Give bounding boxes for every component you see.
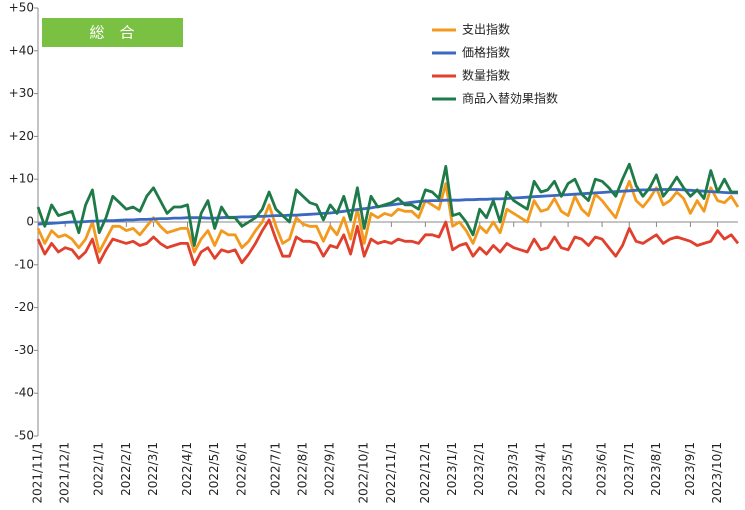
series-line: [37, 188, 738, 226]
series-line: [36, 162, 738, 247]
legend-label: 数量指数: [462, 68, 510, 83]
y-tick-label: -20: [14, 300, 34, 314]
y-tick-label: 0: [26, 215, 34, 229]
chart-annotation: 総 合: [89, 24, 134, 42]
y-tick-label: +40: [9, 43, 34, 57]
legend-label: 価格指数: [462, 45, 510, 60]
title-box: [42, 18, 183, 47]
y-tick-label: -10: [14, 257, 34, 271]
x-tick-label: 2023/10/1: [710, 442, 724, 504]
legend-label: 商品入替効果指数: [462, 91, 558, 106]
x-tick-label: 2023/5/1: [561, 442, 575, 496]
x-tick-label: 2022/6/1: [234, 442, 248, 496]
x-tick-label: 2021/11/1: [31, 442, 45, 504]
x-tick-label: 2022/7/1: [268, 442, 282, 496]
x-tick-label: 2022/10/1: [357, 442, 371, 504]
y-tick-label: +30: [9, 86, 34, 100]
x-tick-label: 2021/12/1: [58, 442, 72, 504]
x-tick-label: 2022/11/1: [384, 442, 398, 504]
x-tick-label: 2023/2/1: [472, 442, 486, 496]
x-tick-label: 2022/2/1: [119, 442, 133, 496]
x-tick-label: 2023/6/1: [595, 442, 609, 496]
x-tick-label: 2022/4/1: [180, 442, 194, 496]
y-tick-label: -30: [14, 343, 34, 357]
x-tick-label: 2023/4/1: [533, 442, 547, 496]
x-tick-label: 2022/3/1: [146, 442, 160, 496]
series-line: [36, 218, 740, 267]
x-tick-label: 2022/12/1: [418, 442, 432, 504]
y-tick-label: +10: [9, 172, 34, 186]
legend-label: 支出指数: [462, 22, 510, 37]
x-tick-label: 2023/7/1: [622, 442, 636, 496]
x-tick-label: 2023/9/1: [683, 442, 697, 496]
x-tick-label: 2023/8/1: [649, 442, 663, 496]
x-tick-label: 2022/1/1: [92, 442, 106, 496]
x-tick-label: 2022/8/1: [296, 442, 310, 496]
x-tick-label: 2023/1/1: [445, 442, 459, 496]
x-tick-label: 2023/3/1: [506, 442, 520, 496]
y-tick-label: +50: [9, 1, 34, 15]
y-tick-label: -50: [14, 429, 34, 443]
x-tick-label: 2022/9/1: [323, 442, 337, 496]
y-tick-label: +20: [9, 129, 34, 143]
x-tick-label: 2022/5/1: [207, 442, 221, 496]
y-tick-label: -40: [14, 386, 34, 400]
